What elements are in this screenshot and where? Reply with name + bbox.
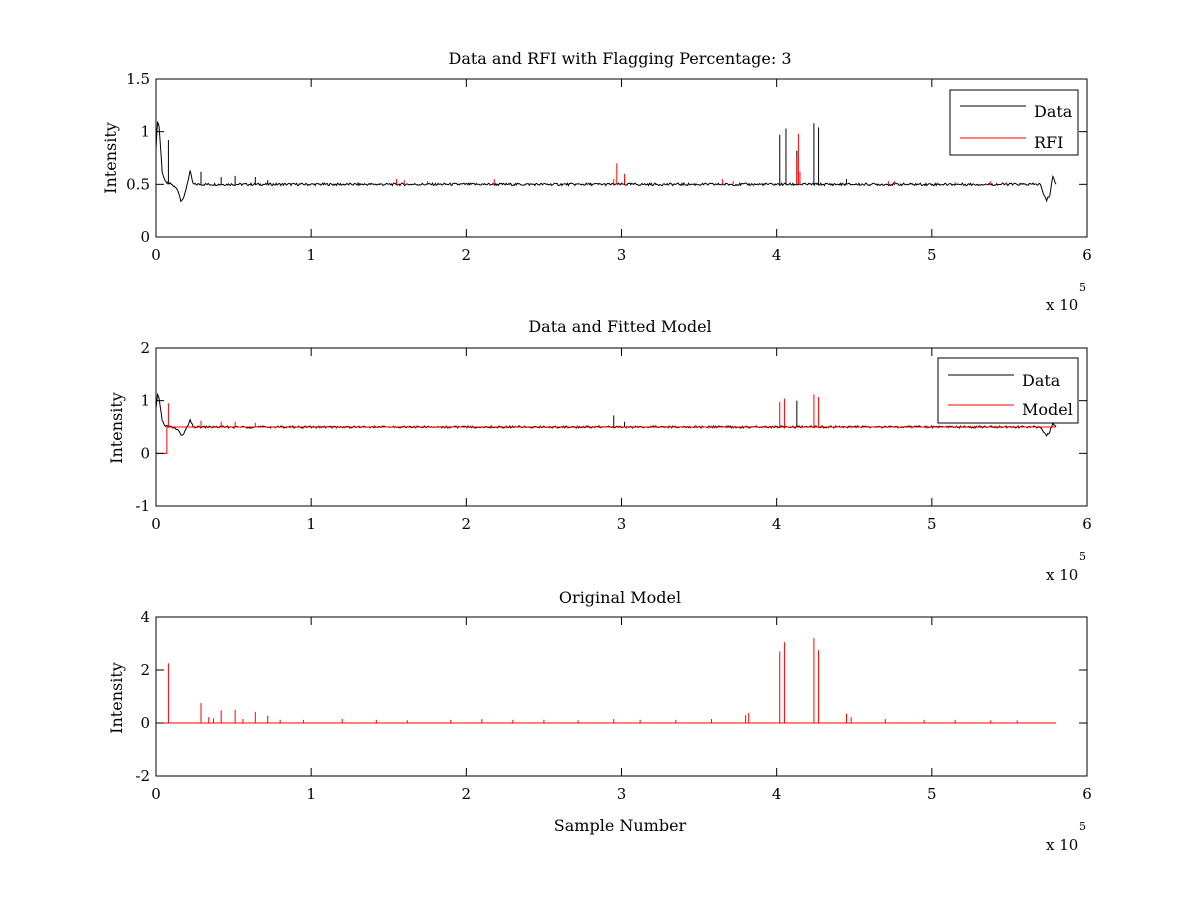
y-tick-label: 1.5 — [126, 70, 150, 88]
x-tick-label: 0 — [151, 515, 161, 533]
x-tick-label: 3 — [617, 785, 627, 803]
panel-3-xlabel: Sample Number — [554, 816, 687, 835]
panel-1-x-multiplier: x 10 — [1046, 296, 1078, 314]
panel-3-x-exponent: 5 — [1079, 820, 1086, 833]
panel-3-axes-box — [155, 616, 1088, 777]
y-tick-label: 2 — [140, 339, 150, 357]
x-tick-label: 2 — [462, 246, 472, 264]
series-line-data — [155, 120, 1057, 203]
x-tick-label: 5 — [927, 785, 937, 803]
panel-2-ylabel: Intensity — [107, 392, 126, 464]
x-tick-label: 4 — [772, 246, 782, 264]
x-tick-label: 0 — [151, 785, 161, 803]
y-tick-label: 0 — [140, 444, 150, 462]
panel-2-legend: Data Model — [937, 357, 1079, 424]
panel-2-marks — [155, 392, 1057, 454]
panel-1-marks — [155, 120, 1057, 203]
panel-1-legend-box — [949, 89, 1079, 156]
y-tick-label: 1 — [140, 392, 150, 410]
x-tick-label: 1 — [306, 785, 316, 803]
panel-1-legend: Data RFI — [949, 89, 1079, 156]
panel-2-title: Data and Fitted Model — [528, 317, 711, 336]
panel-1-ylabel: Intensity — [101, 122, 120, 194]
panel-3-title: Original Model — [559, 588, 681, 607]
x-tick-label: 1 — [306, 515, 316, 533]
panel-1-axes-box — [155, 78, 1088, 238]
panel-2-axes-box — [155, 347, 1088, 507]
x-tick-label: 3 — [617, 246, 627, 264]
panel-1-title: Data and RFI with Flagging Percentage: 3 — [448, 49, 791, 68]
x-tick-label: 5 — [927, 515, 937, 533]
x-tick-label: 6 — [1082, 246, 1092, 264]
series-line-model — [156, 426, 1056, 454]
panel-3: Original Model Intensity Sample Number x… — [107, 588, 1092, 854]
panel-1-legend-label-rfi: RFI — [1034, 133, 1063, 152]
panel-1-legend-label-data: Data — [1034, 102, 1073, 121]
panel-2-legend-box — [937, 357, 1079, 424]
panel-3-ylabel: Intensity — [107, 662, 126, 734]
panel-1-ticks: 0 1 2 3 4 5 6 0 0.5 1 1.5 — [126, 70, 1092, 264]
y-tick-label: -1 — [135, 497, 150, 515]
y-tick-label: 1 — [140, 123, 150, 141]
y-tick-label: 0.5 — [126, 175, 150, 193]
y-tick-label: 0 — [140, 714, 150, 732]
y-tick-label: 0 — [140, 228, 150, 246]
panel-2-x-exponent: 5 — [1079, 550, 1086, 563]
panel-3-x-multiplier: x 10 — [1046, 836, 1078, 854]
x-tick-label: 5 — [927, 246, 937, 264]
y-tick-label: 4 — [140, 608, 150, 626]
panel-2-x-multiplier: x 10 — [1046, 566, 1078, 584]
x-tick-label: 6 — [1082, 785, 1092, 803]
x-tick-label: 1 — [306, 246, 316, 264]
x-tick-label: 2 — [462, 785, 472, 803]
panel-2: Data and Fitted Model Intensity x 10 5 0… — [107, 317, 1092, 584]
panel-1: Data and RFI with Flagging Percentage: 3… — [101, 49, 1092, 314]
x-tick-label: 4 — [772, 785, 782, 803]
panel-2-legend-label-model: Model — [1022, 400, 1073, 419]
y-tick-label: 2 — [140, 661, 150, 679]
x-tick-label: 4 — [772, 515, 782, 533]
panel-2-legend-label-data: Data — [1022, 371, 1061, 390]
panel-1-x-exponent: 5 — [1079, 281, 1086, 294]
x-tick-label: 6 — [1082, 515, 1092, 533]
x-tick-label: 3 — [617, 515, 627, 533]
y-tick-label: -2 — [135, 767, 150, 785]
panel-3-marks — [156, 638, 1056, 724]
x-tick-label: 0 — [151, 246, 161, 264]
x-tick-label: 2 — [462, 515, 472, 533]
